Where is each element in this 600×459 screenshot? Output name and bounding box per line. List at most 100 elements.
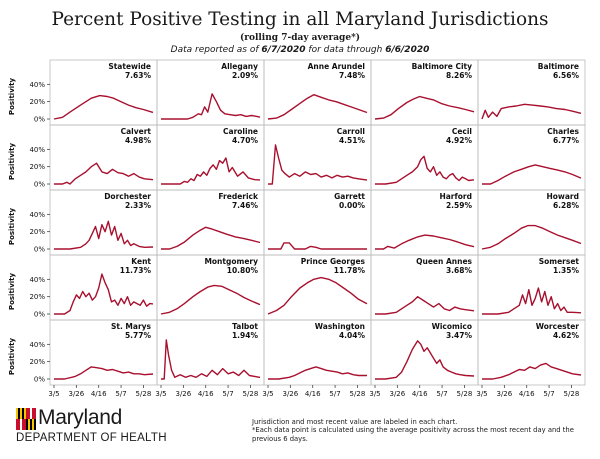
x-tick-label: 4/16: [412, 390, 428, 398]
x-tick-label: 5/28: [136, 390, 152, 398]
panel-value: 7.46%: [232, 201, 259, 210]
panel-name: Howard: [547, 192, 580, 201]
panel-value: 0.00%: [339, 201, 366, 210]
series-line: [161, 226, 261, 250]
series-line: [375, 296, 475, 315]
panel-name: Calvert: [121, 127, 152, 136]
panel-value: 1.35%: [553, 266, 580, 275]
series-line: [54, 273, 154, 315]
series-line: [53, 94, 154, 120]
panel-name: Wicomico: [432, 322, 472, 331]
y-tick-label: 40%: [29, 211, 45, 219]
panel-value: 7.48%: [339, 71, 366, 80]
panel-value: 4.92%: [446, 136, 473, 145]
x-tick-label: 3/26: [282, 390, 298, 398]
panel-name: Queen Annes: [416, 257, 472, 266]
y-axis-label: Positivity: [8, 273, 16, 311]
logo-wordmark: Maryland: [38, 406, 122, 429]
panel-name: Washington: [315, 322, 365, 331]
x-tick-label: 5/28: [350, 390, 366, 398]
series-line: [482, 287, 582, 315]
footnote-line-1: Jurisdiction and most recent value are l…: [252, 418, 458, 426]
y-tick-label: 0%: [34, 116, 45, 124]
x-tick-label: 4/16: [91, 390, 107, 398]
x-tick-label: 4/16: [519, 390, 535, 398]
panel-value: 6.28%: [553, 201, 580, 210]
x-tick-label: 5/28: [564, 390, 580, 398]
x-tick-label: 3/5: [48, 390, 59, 398]
x-tick-label: 4/16: [198, 390, 214, 398]
panel-name: Baltimore: [538, 62, 579, 71]
panel-name: Montgomery: [204, 257, 258, 266]
panel-value: 6.77%: [553, 136, 580, 145]
through-date: 6/6/2020: [385, 45, 430, 55]
panel-name: Somerset: [539, 257, 580, 266]
data-note-middle: for data through: [305, 45, 386, 55]
x-tick-label: 3/26: [496, 390, 512, 398]
panel-value: 7.63%: [125, 71, 152, 80]
panel-value: 4.51%: [339, 136, 366, 145]
chart-title: Percent Positive Testing in all Maryland…: [51, 9, 549, 30]
series-line: [161, 93, 261, 120]
footnote-line-2: *Each data point is calculated using the…: [252, 426, 574, 443]
x-tick-label: 3/26: [175, 390, 191, 398]
series-line: [54, 162, 154, 185]
x-tick-label: 5/7: [115, 390, 126, 398]
logo-department: DEPARTMENT OF HEALTH: [16, 432, 167, 444]
panel-name: Anne Arundel: [308, 62, 365, 71]
x-tick-label: 5/7: [222, 390, 233, 398]
panel-name: Prince Georges: [301, 257, 366, 266]
y-axis-label: Positivity: [8, 208, 16, 246]
y-axis-label: Positivity: [8, 338, 16, 376]
series-line: [267, 93, 368, 120]
x-tick-label: 5/28: [243, 390, 259, 398]
series-line: [161, 157, 261, 185]
y-tick-label: 20%: [29, 98, 45, 106]
y-tick-label: 20%: [29, 358, 45, 366]
panel-name: St. Marys: [111, 322, 152, 331]
x-tick-label: 3/5: [155, 390, 166, 398]
y-tick-label: 40%: [29, 146, 45, 154]
y-tick-label: 0%: [34, 311, 45, 319]
y-tick-label: 20%: [29, 228, 45, 236]
panel-value: 2.59%: [446, 201, 473, 210]
panel-name: Charles: [547, 127, 579, 136]
panel-frame: [477, 319, 586, 386]
x-tick-label: 3/5: [262, 390, 273, 398]
footnote: Jurisdiction and most recent value are l…: [252, 418, 592, 443]
x-tick-label: 5/28: [457, 390, 473, 398]
series-line: [54, 366, 154, 380]
panel-name: Talbot: [232, 322, 258, 331]
series-line: [375, 234, 475, 250]
series-line: [54, 220, 154, 250]
series-line: [268, 144, 368, 185]
panel-value: 4.62%: [553, 331, 580, 340]
panel-value: 6.56%: [553, 71, 580, 80]
chart-subtitle: (rolling 7-day average*): [239, 33, 361, 43]
series-line: [268, 366, 367, 380]
x-tick-label: 5/7: [436, 390, 447, 398]
data-note-prefix: Data reported as of: [170, 45, 262, 55]
report-date: 6/7/2020: [261, 45, 306, 55]
y-tick-label: 0%: [34, 181, 45, 189]
y-axis-label: Positivity: [8, 143, 16, 181]
series-line: [482, 362, 582, 380]
x-tick-label: 3/5: [476, 390, 487, 398]
